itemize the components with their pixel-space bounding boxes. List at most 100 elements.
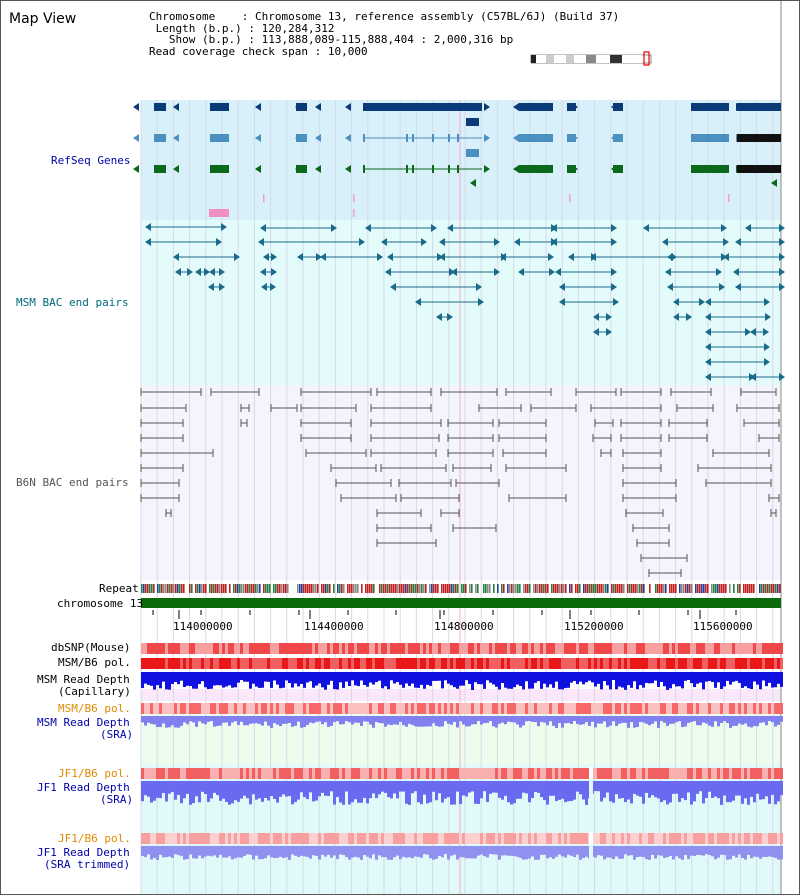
track-label-dbsnp[interactable]: dbSNP(Mouse) [51,641,131,654]
heatmap-cell [678,643,681,654]
heatmap-cell [696,833,699,844]
heatmap-cell [702,643,705,654]
heatmap-cell [717,703,720,714]
read-depth-bar [276,781,279,803]
read-depth-bar [474,672,477,683]
heatmap-cell [480,643,483,654]
read-depth-bar [699,781,702,792]
read-depth-bar [141,781,144,802]
heatmap-cell [597,833,600,844]
track-label-msm-read-depth-capillary[interactable]: MSM Read Depth [37,673,130,686]
track-label-refseq-genes[interactable]: RefSeq Genes [51,154,131,167]
heatmap-cell [207,658,210,669]
heatmap-cell [321,768,324,779]
chromosome-label: Chromosome [149,10,216,23]
track-label-jf1-read-depth-trimmed[interactable]: JF1 Read Depth [37,846,130,859]
heatmap-cell [309,703,312,714]
repeat-element [617,584,619,593]
read-depth-bar [765,781,768,797]
read-depth-bar [444,672,447,681]
heatmap-cell [588,643,591,654]
heatmap-cell [762,658,765,669]
heatmap-cell [228,768,231,779]
heatmap-cell [762,643,765,654]
track-label-jf1-b6-pol-1[interactable]: JF1/B6 pol. [58,767,131,780]
read-depth-bar [156,846,159,860]
track-label-jf1-b6-pol-2[interactable]: JF1/B6 pol. [58,832,131,845]
heatmap-cell [495,658,498,669]
heatmap-cell [654,658,657,669]
ideogram-band [586,55,596,63]
read-depth-bar [600,672,603,690]
read-depth-bar [426,846,429,855]
heatmap-cell [699,643,702,654]
read-depth-bar [675,672,678,687]
read-depth-bar [621,781,624,799]
read-depth-bar [267,716,270,726]
read-depth-bar [519,781,522,799]
repeat-element [585,584,587,593]
track-label-jf1-read-depth-sra[interactable]: JF1 Read Depth [37,781,130,794]
heatmap-cell [774,658,777,669]
read-depth-bar [696,781,699,794]
repeat-element [593,584,595,593]
read-depth-bar [234,846,237,859]
read-depth-bar [738,846,741,855]
heatmap-cell [657,768,660,779]
read-depth-bar [345,846,348,857]
read-depth-bar [321,781,324,793]
read-depth-bar [432,781,435,792]
read-depth-bar [576,672,579,685]
heatmap-cell [711,658,714,669]
track-label-b6n-bac[interactable]: B6N BAC end pairs [16,476,129,489]
heatmap-cell [648,643,651,654]
heatmap-cell [660,703,663,714]
heatmap-cell [669,643,672,654]
heatmap-cell [510,703,513,714]
repeat-element [437,584,439,593]
heatmap-cell [339,833,342,844]
heatmap-cell [234,703,237,714]
track-label-msm-bac[interactable]: MSM BAC end pairs [16,296,129,309]
read-depth-bar [534,781,537,792]
heatmap-cell [486,658,489,669]
read-depth-bar [540,716,543,722]
heatmap-cell [396,643,399,654]
repeat-element [723,584,725,593]
read-depth-bar [744,846,747,860]
heatmap-cell [552,658,555,669]
read-depth-bar [741,716,744,725]
heatmap-cell [444,643,447,654]
heatmap-cell [441,833,444,844]
read-depth-bar [612,846,615,860]
read-depth-bar [549,846,552,858]
gene-exon [466,149,479,157]
read-depth-bar [633,672,636,682]
heatmap-cell [711,833,714,844]
heatmap-cell [660,658,663,669]
heatmap-cell [156,658,159,669]
heatmap-cell [654,643,657,654]
heatmap-cell [141,703,144,714]
heatmap-cell [564,833,567,844]
heatmap-cell [213,703,216,714]
read-depth-bar [651,781,654,796]
msm-bac-end [216,238,222,246]
heatmap-cell [324,703,327,714]
heatmap-cell [480,703,483,714]
read-depth-bar [288,781,291,797]
read-depth-bar [315,846,318,856]
heatmap-cell [192,768,195,779]
track-label-msm-b6-pol-2[interactable]: MSM/B6 pol. [58,702,131,715]
read-depth-bar [315,716,318,722]
heatmap-cell [507,658,510,669]
repeat-element [673,584,675,593]
read-depth-bar [348,672,351,687]
read-depth-bar [711,716,714,727]
track-label-msm-b6-pol-1[interactable]: MSM/B6 pol. [58,656,131,669]
msm-bac-end [219,283,225,291]
track-label-msm-read-depth-sra[interactable]: MSM Read Depth [37,716,130,729]
repeat-element [613,584,615,593]
msm-bac-end [779,283,785,291]
